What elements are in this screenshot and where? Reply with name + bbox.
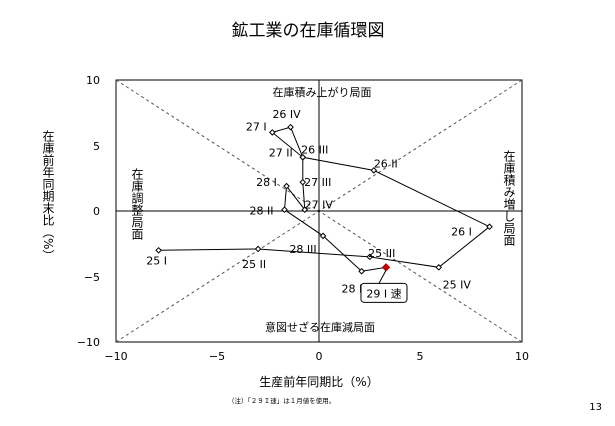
point-label: 26 I [451,226,472,239]
x-tick-label: 10 [515,350,529,363]
plot-area [115,79,523,343]
data-point [301,206,309,213]
data-point [254,245,262,253]
flash-callout-box [360,282,408,303]
data-point [155,246,162,254]
series-layer: 25 I 25 II 25 III 25 IV 26 I 26 II 26 III 26 IV… [146,108,493,303]
data-point [299,153,307,161]
quadrant-label-bottom: 意図せざる在庫減局面 [265,320,375,334]
data-point [486,223,493,231]
x-ticks: −10 −5 0 5 10 [104,350,529,363]
data-point [358,267,365,275]
point-label: 28 II [249,205,273,218]
data-point [281,206,288,213]
quadrant-label-right: 在庫積み増し局面 [502,150,516,246]
footnote: （注）「２９Ｉ速」は１月値を使用。 [228,396,335,405]
quadrant-label-left: 在庫調整局面 [130,168,144,240]
y-ticks: 10 5 0 −5 −10 [77,74,100,349]
point-label: 27 I [246,120,267,133]
point-label: 25 I [146,254,167,267]
data-point [299,178,307,186]
series-line-to-flash [361,266,387,272]
data-point [319,232,327,240]
point-label: 28 I [256,176,277,189]
series-line [158,126,491,272]
data-point [287,123,294,131]
x-tick-label: 0 [316,350,323,363]
x-axis-title: 生産前年同期比（%） [259,374,378,389]
x-tick-label: −10 [104,350,127,363]
data-point [366,253,374,261]
y-tick-label: 5 [93,140,100,153]
flash-point-label: 29 I 速 [366,287,401,300]
y-tick-label: −10 [77,336,100,349]
point-label: 26 III [301,143,328,156]
point-label: 25 II [242,258,266,271]
flash-data-point [381,263,391,272]
y-axis-title: 在庫前年同期末比（%） [41,130,55,262]
chart-title: 鉱工業の在庫循環図 [232,21,385,41]
flash-callout-leader [378,270,387,284]
data-point [269,129,276,136]
page-number: 13 [589,402,602,413]
point-label: 27 III [304,176,331,189]
point-label: 26 IV [272,108,301,121]
point-label: 25 III [368,247,395,260]
data-point [370,167,378,174]
point-label: 26 II [374,157,398,170]
point-label: 27 II [269,146,293,159]
point-label: 27 IV [305,199,334,212]
x-tick-label: 5 [417,350,424,363]
y-tick-label: 0 [93,205,100,218]
x-tick-label: −5 [209,350,225,363]
point-label: 28 III [289,243,316,256]
y-tick-label: −5 [84,271,100,284]
quadrant-label-top: 在庫積み上がり局面 [273,85,372,99]
point-label: 25 IV [443,278,472,291]
y-tick-label: 10 [86,74,100,87]
data-point [435,264,443,271]
data-point [283,182,290,190]
